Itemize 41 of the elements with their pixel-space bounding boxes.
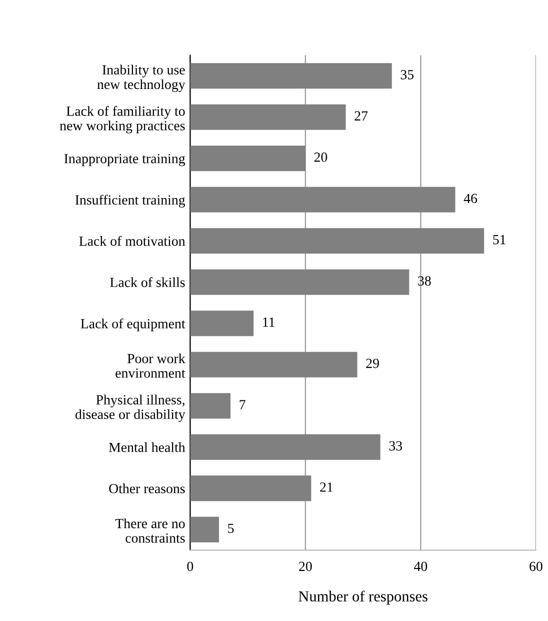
bar — [190, 310, 254, 336]
y-tick-label: Inability to use new technology — [97, 64, 186, 92]
bar — [190, 516, 219, 542]
x-tick-label: 60 — [530, 562, 542, 572]
bar — [190, 393, 230, 419]
bar — [190, 146, 306, 172]
bar — [190, 476, 312, 502]
data-label: 21 — [320, 482, 333, 492]
y-tick-label: Physical illness, disease or disability — [75, 394, 186, 422]
y-tick-label: Inappropriate training — [64, 154, 186, 166]
y-tick-label: There are no constraints — [115, 518, 185, 543]
bar — [190, 434, 380, 460]
x-tick-label: 20 — [299, 562, 312, 572]
bar — [190, 352, 358, 378]
bar — [190, 269, 410, 295]
data-label: 35 — [400, 70, 414, 80]
y-tick-label: Lack of skills — [110, 277, 185, 288]
data-label: 5 — [228, 524, 234, 534]
data-label: 27 — [354, 111, 368, 120]
data-label: 46 — [464, 194, 478, 204]
data-label: 29 — [366, 358, 379, 368]
y-tick-label: Poor work environment — [116, 353, 186, 378]
y-tick-label: Lack of equipment — [80, 318, 186, 332]
y-tick-label: Lack of familiarity to new working practices — [60, 106, 185, 134]
data-label: 7 — [240, 400, 246, 410]
bar — [190, 63, 392, 89]
data-label: 38 — [418, 276, 431, 286]
data-label: 33 — [389, 441, 402, 451]
y-tick-label: Insufficient training — [75, 194, 186, 208]
bar — [190, 104, 346, 130]
data-label: 20 — [314, 152, 328, 162]
data-label: 11 — [263, 318, 274, 327]
y-tick-label: Mental health — [108, 442, 186, 452]
x-tick-label: 0 — [187, 562, 194, 572]
bar — [190, 186, 456, 212]
y-tick-label: Lack of motivation — [79, 236, 186, 246]
bar — [190, 228, 484, 254]
x-tick-label: 40 — [414, 562, 428, 572]
data-label: 51 — [493, 235, 506, 244]
y-tick-label: Other reasons — [109, 484, 185, 494]
x-axis-title: Number of responses — [298, 590, 428, 605]
